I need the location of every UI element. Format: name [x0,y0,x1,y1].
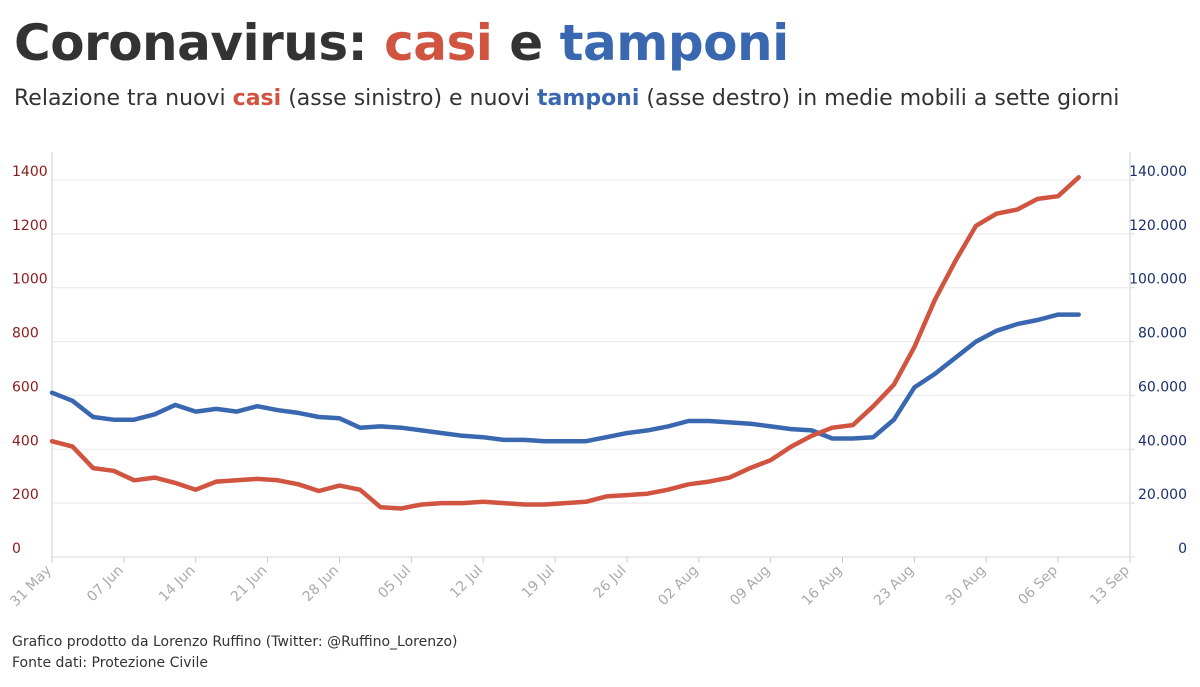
x-tick-label: 14 Jun [156,563,199,606]
legend-entry: casi [232,86,282,111]
y2-tick-label: 100.000 [1129,272,1187,288]
footer: Grafico prodotto da Lorenzo Ruffino (Twi… [12,632,457,674]
x-tick-label: 12 Jul [447,563,486,602]
x-tick-label: 26 Jul [591,563,630,602]
title-text: Coronavirus: [14,14,368,72]
legend-entry: tamponi [537,86,640,111]
y-tick-label: 800 [12,326,39,342]
y2-tick-label: 140.000 [1129,164,1187,180]
x-tick-label: 31 May [7,563,55,611]
y-tick-label: 1400 [12,164,48,180]
chart-subtitle: Relazione tra nuovi casi (asse sinistro)… [14,86,1119,111]
y-tick-label: 1000 [12,272,48,288]
subtitle-text: (asse destro) in medie mobili a sette gi… [646,86,1120,111]
y2-tick-label: 80.000 [1138,326,1187,342]
x-tick-label: 06 Sep [1015,562,1061,608]
x-tick-label: 21 Jun [228,563,271,606]
data-line [49,175,1081,511]
x-tick-label: 28 Jun [300,563,343,606]
y-tick-label: 600 [12,379,39,395]
x-tick-label: 23 Aug [871,563,917,609]
x-tick-label: 19 Jul [519,563,558,602]
x-tick-label: 13 Sep [1087,562,1133,608]
y2-tick-label: 60.000 [1138,379,1187,395]
y2-tick-label: 40.000 [1138,433,1187,449]
subtitle-text: (asse sinistro) e nuovi [288,86,531,111]
x-tick-label: 30 Aug [943,563,989,609]
y2-tick-label: 20.000 [1138,487,1187,503]
x-tick-label: 05 Jul [375,563,414,602]
data-line [49,312,1081,444]
title-text: casi [384,14,493,72]
y-tick-label: 1200 [12,218,48,234]
x-tick-label: 09 Aug [727,563,773,609]
x-tick-label: 16 Aug [799,563,845,609]
x-tick-label: 07 Jun [84,563,127,606]
y2-tick-label: 120.000 [1129,218,1187,234]
y-tick-label: 400 [12,433,39,449]
title-text: tamponi [559,14,790,72]
footer-text: Fonte dati: Protezione Civile [12,655,208,671]
y-tick-label: 0 [12,541,21,557]
footer-text: Grafico prodotto da Lorenzo Ruffino (Twi… [12,634,458,650]
subtitle-text: Relazione tra nuovi [14,86,226,111]
y-tick-label: 200 [12,487,39,503]
title-text: e [509,14,543,72]
x-tick-label: 02 Aug [655,563,701,609]
chart-title: Coronavirus: casi e tamponi [14,14,789,72]
y2-tick-label: 0 [1178,541,1187,557]
